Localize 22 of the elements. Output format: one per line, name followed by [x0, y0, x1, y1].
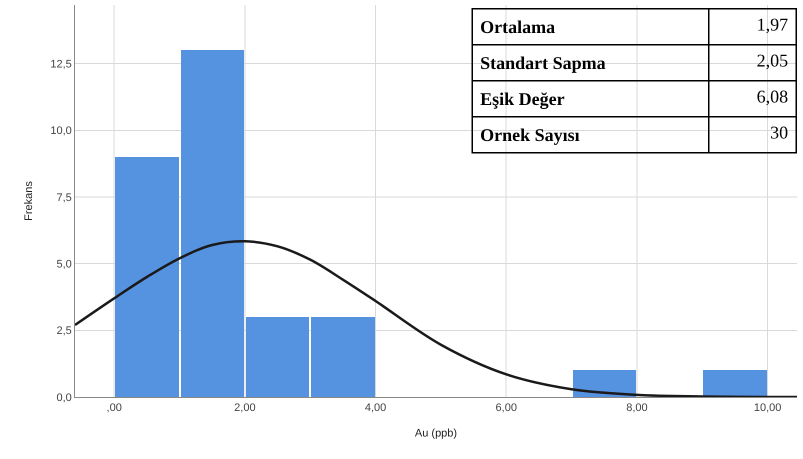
y-axis-title: Frekans — [23, 180, 36, 221]
annotation: Ornek Sayısı — [480, 124, 580, 145]
x-tick-label: ,00 — [106, 402, 122, 414]
annotation: Standart Sapma — [480, 52, 606, 73]
annotation: 2,05 — [756, 50, 788, 70]
annotation: 30 — [770, 122, 788, 142]
x-axis-title: Au (ppb) — [414, 427, 458, 440]
x-tick-label: 2,00 — [234, 402, 256, 414]
x-tick-label: 10,00 — [754, 402, 782, 414]
y-tick-label: 7,5 — [56, 192, 72, 204]
annotation: Ortalama — [480, 16, 556, 37]
y-tick-label: 5,0 — [56, 258, 72, 271]
y-tick-label: 10,0 — [50, 125, 72, 138]
annotation: 6,08 — [756, 86, 788, 106]
x-tick-label: 8,00 — [626, 402, 648, 414]
y-tick-label: 12,5 — [50, 58, 72, 71]
x-tick-label: 6,00 — [496, 402, 517, 414]
annotation: 1,97 — [756, 14, 788, 34]
y-tick-label: 0,0 — [56, 392, 72, 404]
y-tick-label: 2,5 — [56, 325, 72, 338]
x-tick-label: 4,00 — [364, 402, 386, 414]
annotation: Eşik Değer — [480, 88, 565, 109]
